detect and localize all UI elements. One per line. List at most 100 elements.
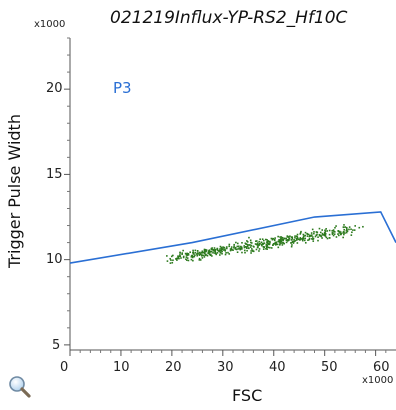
data-point bbox=[273, 243, 276, 245]
data-point bbox=[318, 233, 321, 236]
x-tick-20: 20 bbox=[165, 360, 182, 375]
data-point bbox=[228, 243, 231, 246]
data-point bbox=[291, 241, 294, 243]
magnifier-icon[interactable] bbox=[8, 375, 32, 399]
data-point bbox=[280, 236, 283, 238]
data-point bbox=[226, 247, 228, 250]
data-point bbox=[351, 231, 353, 234]
data-point bbox=[294, 240, 297, 242]
data-point bbox=[296, 237, 299, 240]
data-point bbox=[299, 237, 302, 239]
data-point bbox=[186, 254, 188, 257]
data-point bbox=[171, 261, 174, 264]
data-point bbox=[234, 248, 237, 250]
data-point bbox=[208, 251, 211, 254]
data-point bbox=[256, 243, 258, 246]
data-point bbox=[250, 250, 252, 252]
data-point bbox=[324, 230, 327, 233]
data-point bbox=[246, 249, 248, 252]
data-point bbox=[216, 248, 219, 251]
data-point bbox=[290, 242, 292, 244]
data-point bbox=[252, 250, 255, 253]
data-point bbox=[236, 245, 239, 248]
data-point bbox=[310, 232, 313, 234]
data-point bbox=[248, 244, 250, 246]
y-axis-label: Trigger Pulse Width bbox=[5, 114, 24, 268]
data-point bbox=[267, 246, 270, 249]
data-point bbox=[230, 248, 232, 251]
data-point bbox=[192, 253, 195, 255]
data-point bbox=[311, 238, 313, 240]
data-point bbox=[244, 242, 247, 245]
data-point bbox=[339, 233, 342, 236]
data-point bbox=[240, 247, 242, 250]
data-point bbox=[311, 228, 314, 231]
data-point bbox=[182, 255, 185, 258]
y-multiplier: x1000 bbox=[34, 19, 66, 30]
data-point bbox=[302, 236, 305, 239]
x-tick-60: 60 bbox=[373, 360, 390, 375]
data-point bbox=[345, 229, 348, 232]
data-point bbox=[241, 251, 243, 254]
data-point bbox=[290, 245, 293, 248]
data-point bbox=[296, 236, 299, 239]
data-point bbox=[178, 257, 180, 260]
data-point bbox=[323, 232, 326, 234]
data-point bbox=[181, 253, 183, 256]
data-point bbox=[220, 246, 223, 249]
data-point bbox=[256, 242, 259, 244]
data-point bbox=[227, 251, 229, 254]
data-point bbox=[343, 233, 345, 236]
data-point bbox=[201, 257, 204, 259]
data-point bbox=[239, 248, 241, 250]
data-point bbox=[222, 246, 224, 248]
data-point bbox=[311, 236, 314, 238]
data-point bbox=[212, 252, 214, 254]
data-point bbox=[237, 248, 239, 250]
data-point bbox=[240, 245, 242, 248]
data-point bbox=[288, 238, 290, 241]
data-point bbox=[207, 252, 209, 255]
data-point bbox=[194, 249, 197, 252]
data-point bbox=[233, 246, 235, 249]
data-point bbox=[288, 237, 291, 240]
data-point bbox=[203, 248, 206, 251]
data-point bbox=[283, 242, 285, 245]
data-point bbox=[265, 246, 268, 249]
data-point bbox=[245, 247, 248, 249]
data-point bbox=[262, 248, 265, 250]
data-point bbox=[279, 241, 282, 243]
data-point bbox=[273, 239, 276, 242]
data-point bbox=[328, 237, 331, 239]
data-point bbox=[238, 247, 241, 249]
data-point bbox=[224, 250, 227, 252]
data-point bbox=[275, 242, 277, 245]
data-point bbox=[323, 233, 325, 236]
data-point bbox=[324, 232, 327, 235]
data-point bbox=[256, 246, 259, 249]
data-point bbox=[170, 259, 172, 261]
data-point bbox=[192, 259, 194, 262]
data-point bbox=[337, 230, 340, 232]
data-point bbox=[221, 250, 223, 253]
data-point bbox=[229, 249, 232, 252]
data-point bbox=[328, 229, 331, 232]
data-point bbox=[290, 236, 293, 238]
data-point bbox=[249, 239, 252, 242]
data-point bbox=[250, 242, 253, 244]
data-point bbox=[342, 226, 345, 228]
data-point bbox=[304, 237, 307, 240]
data-point bbox=[261, 244, 263, 247]
data-point bbox=[187, 259, 190, 262]
data-point bbox=[269, 246, 271, 249]
data-point bbox=[332, 230, 335, 232]
data-point bbox=[316, 231, 318, 234]
data-point bbox=[348, 228, 350, 231]
data-point bbox=[299, 238, 301, 241]
data-point bbox=[311, 234, 313, 236]
data-point bbox=[194, 251, 197, 254]
data-point bbox=[303, 239, 306, 242]
data-point bbox=[283, 237, 286, 240]
data-point bbox=[213, 247, 216, 249]
data-point bbox=[275, 241, 278, 244]
